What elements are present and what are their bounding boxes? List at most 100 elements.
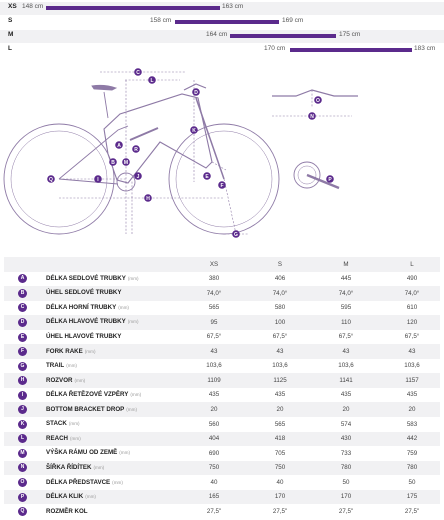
table-cell: 780 xyxy=(406,464,418,472)
marker-r: R xyxy=(132,145,140,153)
row-label: REACH (mm) xyxy=(46,435,81,442)
table-cell: 1141 xyxy=(339,376,353,384)
svg-text:Q: Q xyxy=(49,177,53,183)
saddle xyxy=(91,84,118,91)
size-min-height: 164 cm xyxy=(206,31,228,38)
row-label-text: DÉLKA KLIK xyxy=(46,493,84,501)
table-row: K STACK (mm) 560 565 574 583 xyxy=(4,417,440,432)
row-unit: (mm) xyxy=(118,304,129,310)
row-label: DÉLKA HORNÍ TRUBKY (mm) xyxy=(46,304,129,311)
row-key-badge: P xyxy=(18,492,27,502)
marker-f: F xyxy=(218,181,226,189)
table-row: D DÉLKA HLAVOVÉ TRUBKY (mm) 95 100 110 120 xyxy=(4,315,440,330)
svg-text:C: C xyxy=(136,70,140,76)
row-label: DÉLKA KLIK (mm) xyxy=(46,493,96,500)
row-label: DÉLKA SEDLOVÉ TRUBKY (mm) xyxy=(46,275,139,282)
size-label: M xyxy=(8,31,14,38)
row-label: ROZMĚR KOL xyxy=(46,508,88,515)
row-unit: (mm) xyxy=(74,377,86,383)
table-row: N ŠÍŘKA ŘÍDÍTEK (mm) 750 750 780 780 xyxy=(4,460,440,476)
table-cell: 67,5° xyxy=(206,333,222,341)
size-row-l: L 170 cm 183 cm xyxy=(0,44,444,57)
table-row: I DÉLKA ŘETĚZOVÉ VZPĚRY (mm) 435 435 435 435 xyxy=(4,388,440,403)
table-cell: 27,5" xyxy=(272,507,288,515)
table-cell: 435 xyxy=(208,391,220,399)
table-cell: 43 xyxy=(408,347,416,355)
table-row: E ÚHEL HLAVOVÉ TRUBKY 67,5° 67,5° 67,5° 67,5° xyxy=(4,330,440,345)
row-key-badge: L xyxy=(18,434,27,444)
size-row-m: M 164 cm 175 cm xyxy=(0,30,444,43)
table-row: B ÚHEL SEDLOVÉ TRUBKY 74,0° 74,0° 74,0° 74,0° xyxy=(4,286,440,301)
table-cell: 103,6 xyxy=(272,362,288,370)
marker-j: J xyxy=(134,172,142,180)
row-label-text: ŠÍŘKA ŘÍDÍTEK xyxy=(46,463,92,471)
row-label: DÉLKA HLAVOVÉ TRUBKY (mm) xyxy=(46,318,138,325)
table-row: M VÝŠKA RÁMU OD ZEMĚ (mm) 690 705 733 759 xyxy=(4,446,440,461)
row-unit: (mm) xyxy=(112,479,123,485)
size-label: S xyxy=(8,17,13,24)
table-cell: 690 xyxy=(208,449,220,457)
table-cell: 103,6 xyxy=(404,362,420,370)
table-cell: 435 xyxy=(406,391,418,399)
marker-p: P xyxy=(326,175,334,183)
table-cell: 759 xyxy=(406,449,418,457)
size-max-height: 175 cm xyxy=(339,31,361,38)
geometry-diagram: A B C D E F G H I J K L M N O P Q R xyxy=(3,68,358,238)
table-cell: 583 xyxy=(406,420,418,428)
marker-h: H xyxy=(144,194,152,202)
table-cell: 20 xyxy=(276,405,284,413)
row-key-badge: I xyxy=(18,390,27,400)
row-key-badge: D xyxy=(18,317,27,327)
row-label: BOTTOM BRACKET DROP (mm) xyxy=(46,406,137,413)
row-unit: (mm) xyxy=(85,494,96,500)
size-row-xs: XS 148 cm 163 cm xyxy=(0,2,444,15)
svg-text:G: G xyxy=(234,232,238,238)
row-label-text: VÝŠKA RÁMU OD ZEMĚ xyxy=(46,449,118,457)
row-label-text: DÉLKA ŘETĚZOVÉ VZPĚRY xyxy=(46,391,129,399)
frame-outline xyxy=(103,93,213,184)
row-label: VÝŠKA RÁMU OD ZEMĚ (mm) xyxy=(46,449,130,456)
size-min-height: 158 cm xyxy=(150,17,172,24)
table-cell: 610 xyxy=(406,304,418,312)
row-key-badge: N xyxy=(18,463,27,473)
table-cell: 175 xyxy=(406,493,418,501)
svg-text:H: H xyxy=(146,196,150,202)
size-range-bar xyxy=(290,48,412,52)
row-label: DÉLKA PŘEDSTAVCE (mm) xyxy=(46,479,123,486)
row-key-badge: C xyxy=(18,303,27,313)
svg-text:I: I xyxy=(97,177,99,183)
svg-text:A: A xyxy=(117,143,121,149)
table-cell: 27,5" xyxy=(404,507,420,515)
row-label: ÚHEL HLAVOVÉ TRUBKY xyxy=(46,333,121,340)
row-label: ÚHEL SEDLOVÉ TRUBKY xyxy=(46,289,122,296)
marker-c: C xyxy=(134,68,142,76)
row-label-text: DÉLKA HORNÍ TRUBKY xyxy=(46,303,117,311)
column-header-s: S xyxy=(277,260,283,268)
table-cell: 574 xyxy=(340,420,352,428)
table-cell: 40 xyxy=(210,478,218,486)
row-label-text: ROZMĚR KOL xyxy=(46,507,88,515)
table-cell: 50 xyxy=(342,478,350,486)
table-cell: 43 xyxy=(342,347,350,355)
svg-text:O: O xyxy=(316,98,320,104)
size-min-height: 148 cm xyxy=(22,3,44,10)
seatpost xyxy=(103,91,109,119)
shock xyxy=(129,127,159,141)
table-cell: 490 xyxy=(406,275,418,283)
table-row: L REACH (mm) 404 418 430 442 xyxy=(4,431,440,447)
svg-text:M: M xyxy=(124,160,128,166)
marker-o: O xyxy=(314,96,322,104)
table-row: A DÉLKA SEDLOVÉ TRUBKY (mm) 380 406 445 490 xyxy=(4,272,440,287)
table-cell: 750 xyxy=(274,464,286,472)
marker-d: D xyxy=(192,88,200,96)
row-key-badge: H xyxy=(18,376,27,386)
table-cell: 27,5" xyxy=(338,507,354,515)
row-key-badge: B xyxy=(18,288,27,298)
row-label-text: DÉLKA HLAVOVÉ TRUBKY xyxy=(46,318,126,326)
stem-handlebar xyxy=(183,83,207,91)
table-cell: 67,5° xyxy=(404,333,420,341)
table-cell: 43 xyxy=(210,347,218,355)
table-cell: 27,5" xyxy=(206,507,222,515)
table-cell: 120 xyxy=(406,318,418,326)
svg-text:L: L xyxy=(150,78,153,84)
